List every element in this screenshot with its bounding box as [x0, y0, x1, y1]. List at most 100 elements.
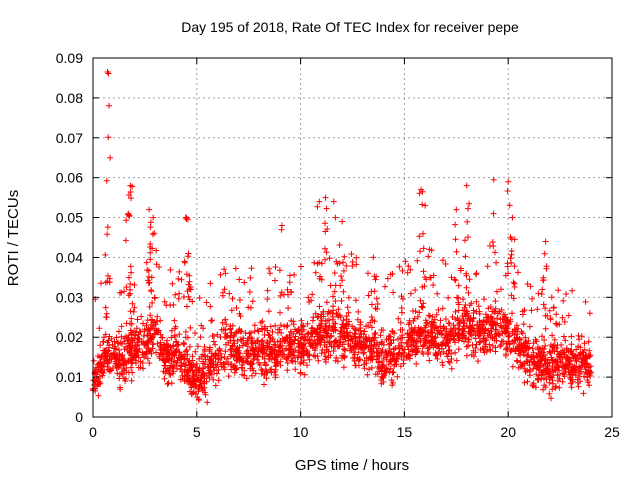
- data-point: [329, 310, 336, 317]
- data-point: [412, 287, 419, 293]
- data-point: [186, 278, 193, 285]
- data-point: [568, 341, 575, 348]
- data-point: [148, 336, 155, 343]
- data-point: [323, 249, 330, 256]
- data-point: [174, 357, 181, 364]
- data-point: [271, 347, 278, 354]
- data-point: [463, 182, 470, 189]
- data-point: [290, 321, 297, 328]
- data-point: [300, 351, 307, 357]
- data-point: [237, 297, 243, 303]
- data-point: [161, 342, 168, 349]
- data-point: [386, 341, 392, 348]
- data-point: [419, 201, 426, 208]
- data-point: [339, 277, 346, 284]
- data-point: [355, 327, 362, 334]
- data-point: [127, 281, 134, 287]
- data-point: [343, 262, 350, 269]
- data-point: [394, 373, 401, 380]
- data-point: [542, 325, 549, 332]
- y-tick-labels: 0 0.01 0.02 0.03 0.04 0.05 0.06 0.07 0.08 0.09: [56, 50, 83, 425]
- data-point: [180, 339, 187, 346]
- data-point: [410, 308, 416, 314]
- data-point: [123, 284, 130, 291]
- data-point: [128, 315, 135, 322]
- data-point: [275, 352, 282, 359]
- data-point: [519, 311, 526, 318]
- data-point: [187, 286, 194, 293]
- data-point: [506, 332, 513, 339]
- data-point: [371, 341, 378, 348]
- data-point: [388, 349, 395, 356]
- data-point: [288, 357, 295, 364]
- data-point: [261, 355, 268, 362]
- data-point: [134, 316, 141, 323]
- data-point: [301, 371, 308, 378]
- data-point: [549, 332, 556, 339]
- data-point: [257, 347, 264, 354]
- data-point: [404, 269, 411, 276]
- data-point: [362, 342, 369, 349]
- data-point: [218, 354, 225, 361]
- data-point: [278, 226, 285, 233]
- data-point: [292, 366, 299, 373]
- data-point: [289, 358, 296, 365]
- data-point: [453, 248, 460, 255]
- data-point: [535, 358, 542, 365]
- data-point: [106, 102, 112, 109]
- data-point: [494, 320, 501, 327]
- data-point: [117, 386, 124, 393]
- data-point: [531, 359, 538, 366]
- data-point: [232, 365, 239, 372]
- data-point: [533, 338, 540, 345]
- data-point: [260, 342, 267, 349]
- data-point: [201, 375, 208, 382]
- data-point: [577, 344, 584, 351]
- data-point: [535, 290, 542, 297]
- data-point: [565, 366, 572, 372]
- data-point: [210, 364, 217, 371]
- data-point: [183, 216, 190, 222]
- data-point: [105, 272, 111, 279]
- data-point: [383, 354, 390, 360]
- data-point: [319, 334, 326, 341]
- data-point: [285, 305, 292, 312]
- data-point: [138, 313, 145, 320]
- data-point: [345, 309, 352, 316]
- data-point: [298, 263, 304, 270]
- data-point: [581, 346, 588, 353]
- data-point: [559, 356, 566, 362]
- data-point: [185, 293, 192, 300]
- data-point: [153, 349, 159, 356]
- data-point: [128, 377, 135, 384]
- data-point: [297, 335, 304, 342]
- data-point: [539, 333, 545, 340]
- data-point: [395, 315, 402, 322]
- data-point: [390, 289, 397, 296]
- data-point: [496, 332, 503, 339]
- data-point: [492, 305, 499, 312]
- data-point: [416, 190, 423, 197]
- data-point: [504, 188, 511, 194]
- data-point: [561, 318, 568, 325]
- data-point: [144, 317, 151, 324]
- data-point: [151, 331, 158, 337]
- data-point: [221, 286, 228, 293]
- data-point: [131, 304, 138, 311]
- data-point: [300, 357, 307, 364]
- data-point: [127, 189, 134, 195]
- data-point: [331, 320, 338, 327]
- data-point: [423, 276, 430, 283]
- y-tick-label: 0.01: [56, 369, 83, 385]
- data-point: [114, 370, 121, 377]
- data-point: [348, 251, 355, 257]
- data-point: [420, 268, 427, 275]
- data-point: [419, 304, 426, 311]
- data-point: [242, 330, 249, 336]
- data-point: [102, 304, 109, 311]
- data-point: [392, 345, 399, 351]
- data-point: [143, 349, 150, 356]
- y-tick-label: 0.09: [56, 50, 83, 66]
- data-point: [560, 333, 567, 340]
- data-point: [506, 202, 513, 209]
